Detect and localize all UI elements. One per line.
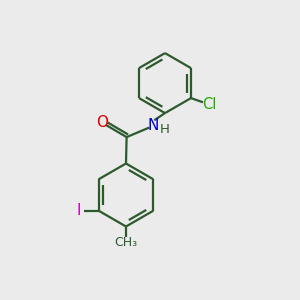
Text: Cl: Cl [202,97,217,112]
Text: I: I [77,203,81,218]
Text: O: O [97,115,109,130]
Text: H: H [160,123,170,136]
Text: CH₃: CH₃ [114,236,138,249]
Text: N: N [148,118,159,133]
